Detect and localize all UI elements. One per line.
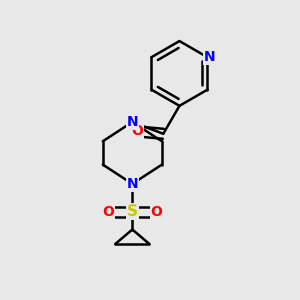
Text: N: N (127, 177, 138, 191)
Text: O: O (102, 205, 114, 219)
Text: S: S (127, 204, 138, 219)
Text: N: N (204, 50, 216, 64)
Text: O: O (131, 124, 143, 138)
Text: N: N (127, 115, 138, 129)
Text: O: O (151, 205, 162, 219)
